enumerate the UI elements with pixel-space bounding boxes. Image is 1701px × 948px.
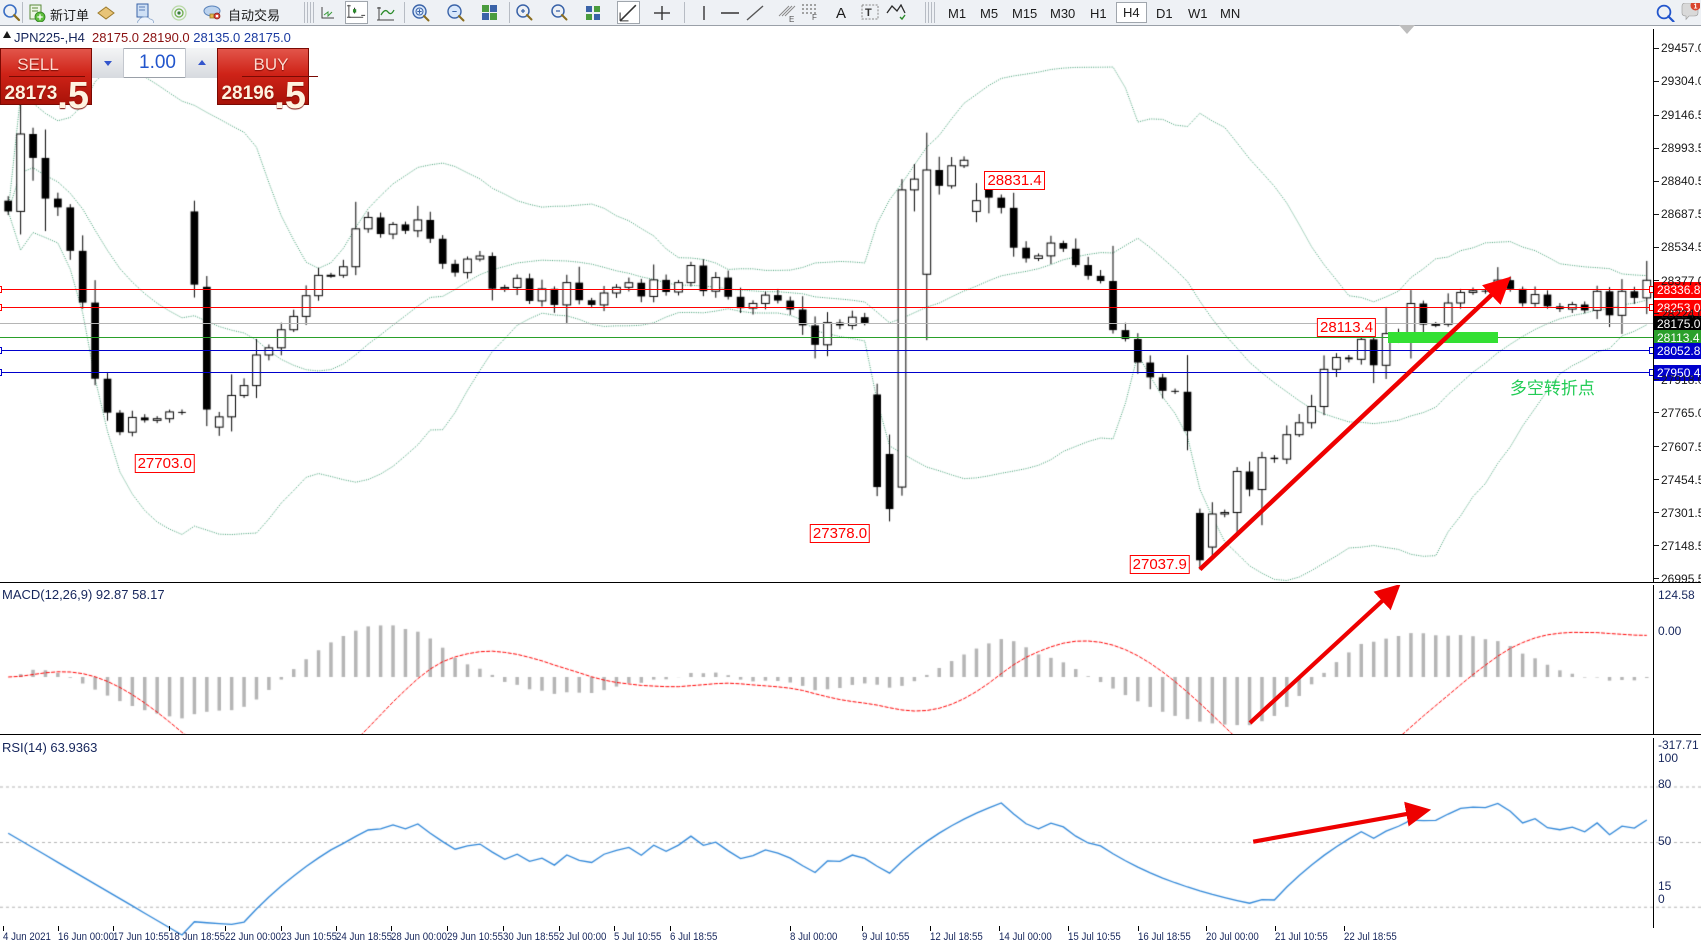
svg-text:1: 1 bbox=[1694, 3, 1698, 10]
svg-text:E: E bbox=[789, 15, 794, 23]
svg-text:T: T bbox=[865, 7, 872, 19]
svg-text:F: F bbox=[812, 13, 817, 20]
